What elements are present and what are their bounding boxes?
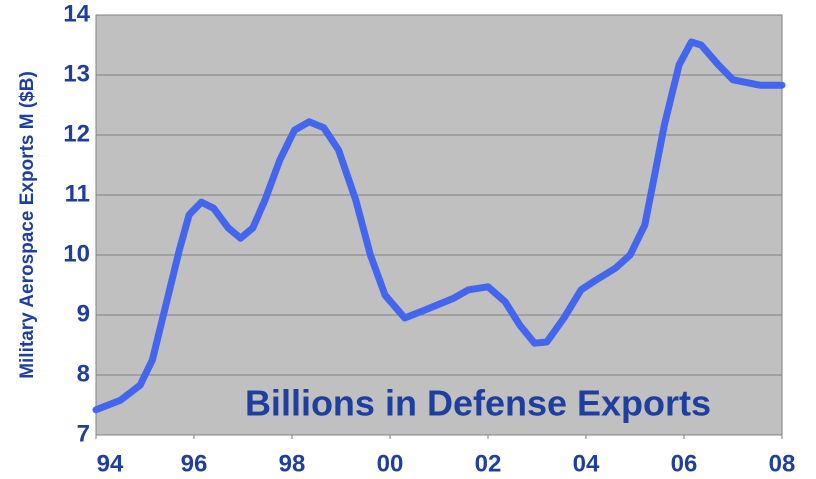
x-tick-label: 98 [279, 450, 306, 477]
y-tick-label: 10 [63, 240, 90, 267]
x-tick-label: 02 [475, 450, 502, 477]
y-tick-label: 13 [63, 60, 90, 87]
y-tick-label: 7 [77, 420, 90, 447]
y-tick-label: 9 [77, 300, 90, 327]
x-tick-label: 08 [769, 450, 796, 477]
y-tick-label: 8 [77, 360, 90, 387]
y-tick-label: 14 [63, 0, 90, 27]
x-tick-label: 94 [97, 450, 124, 477]
data-line [92, 38, 786, 414]
y-tick-label: 11 [65, 180, 90, 207]
y-axis-label: Military Aerospace Exports M ($B) [17, 71, 38, 379]
x-tick-label: 04 [573, 450, 600, 477]
x-tick-label: 00 [377, 450, 404, 477]
annotation: Billions in Defense Exports [245, 383, 711, 424]
x-tick-label: 96 [181, 450, 208, 477]
x-tick-label: 06 [671, 450, 698, 477]
plot-area [95, 14, 783, 436]
y-tick-label: 12 [63, 120, 90, 147]
